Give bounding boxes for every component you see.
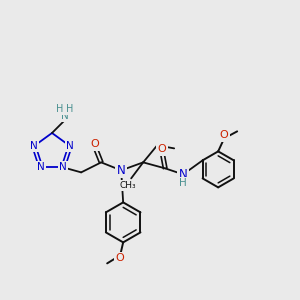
Text: N: N <box>117 164 125 177</box>
Text: N: N <box>66 141 74 151</box>
Text: O: O <box>116 254 124 263</box>
Text: N: N <box>59 162 67 172</box>
Text: N: N <box>37 162 45 172</box>
Text: H: H <box>179 178 187 188</box>
Text: N: N <box>179 168 188 181</box>
Text: H: H <box>56 104 64 114</box>
Text: N: N <box>61 111 69 121</box>
Text: O: O <box>91 140 100 149</box>
Text: O: O <box>220 130 229 140</box>
Text: CH₃: CH₃ <box>120 181 136 190</box>
Text: H: H <box>66 104 74 114</box>
Text: N: N <box>30 141 38 151</box>
Text: O: O <box>158 144 167 154</box>
